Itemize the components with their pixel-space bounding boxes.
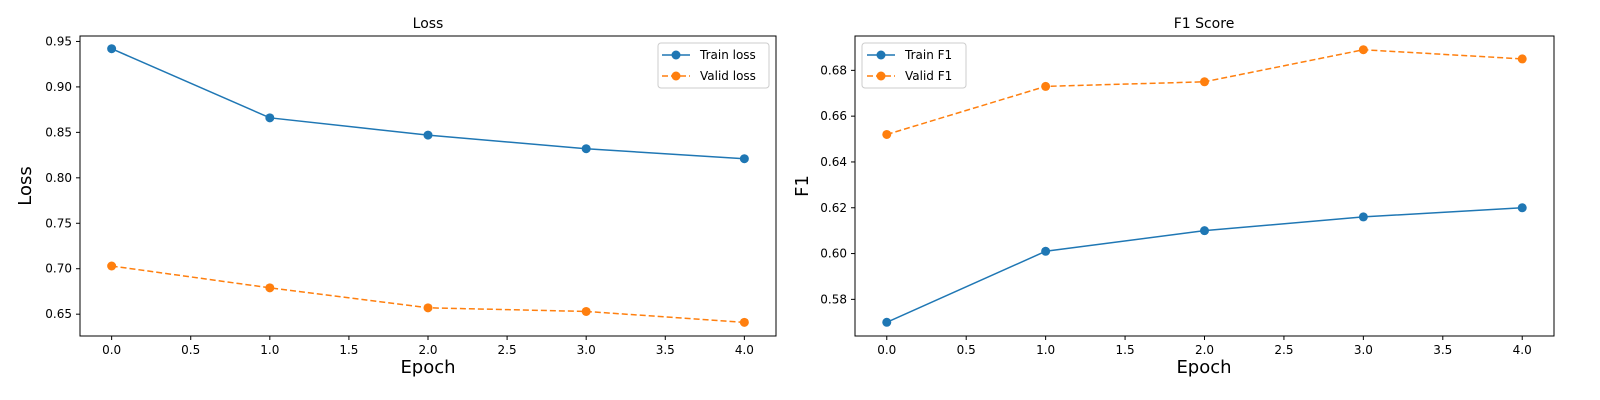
loss-chart-title: Loss — [413, 16, 444, 32]
loss-valid-point — [423, 303, 433, 313]
f1-x-tick-label: 1.0 — [1036, 343, 1055, 357]
f1-y-tick-label: 0.66 — [820, 109, 847, 123]
f1-series-layer — [882, 45, 1527, 327]
f1-x-axis-label: Epoch — [1176, 357, 1231, 378]
loss-x-tick-label: 1.0 — [260, 343, 279, 357]
loss-legend-label-train: Train loss — [699, 48, 756, 62]
f1-y-tick-label: 0.62 — [820, 201, 847, 215]
f1-valid-point — [1358, 45, 1368, 55]
loss-x-tick-label: 3.0 — [577, 343, 596, 357]
f1-train-point — [882, 317, 892, 327]
loss-train-point — [423, 130, 433, 140]
f1-x-tick-label: 1.5 — [1116, 343, 1135, 357]
loss-series-layer — [107, 44, 749, 327]
f1-legend: Train F1 Valid F1 — [861, 42, 967, 89]
f1-x-tick-label: 2.5 — [1274, 343, 1293, 357]
loss-plot-frame — [79, 35, 777, 337]
loss-train-point — [581, 144, 591, 154]
f1-y-tick-label: 0.64 — [820, 155, 847, 169]
loss-x-tick-label: 2.5 — [498, 343, 517, 357]
f1-legend-label-valid: Valid F1 — [905, 69, 952, 83]
loss-ticks: 0.0 0.5 1.0 1.5 2.0 2.5 3.0 3.5 4.0 0.65 0.70 0.75 0… — [45, 34, 754, 357]
f1-chart-title: F1 Score — [1174, 16, 1235, 32]
f1-y-tick-label: 0.60 — [820, 247, 847, 261]
loss-x-tick-label: 0.0 — [102, 343, 121, 357]
loss-legend-label-valid: Valid loss — [700, 69, 756, 83]
loss-valid-point — [581, 306, 591, 316]
f1-valid-point — [1041, 81, 1051, 91]
loss-y-tick-label: 0.95 — [45, 34, 72, 48]
loss-legend-valid-marker — [671, 71, 681, 81]
f1-x-tick-label: 2.0 — [1195, 343, 1214, 357]
loss-y-tick-label: 0.80 — [45, 171, 72, 185]
f1-chart: F1 Score Epoch F1 0.0 0.5 1.0 1.5 2.0 2.5 3.0 3… — [792, 16, 1555, 378]
f1-train-point — [1358, 212, 1368, 222]
loss-train-point — [107, 44, 117, 54]
f1-x-tick-label: 0.0 — [877, 343, 896, 357]
loss-y-axis-label: Loss — [15, 166, 36, 205]
f1-x-tick-label: 0.5 — [957, 343, 976, 357]
loss-valid-point — [265, 283, 275, 293]
loss-x-tick-label: 4.0 — [735, 343, 754, 357]
loss-valid-point — [739, 317, 749, 327]
loss-train-point — [739, 154, 749, 164]
f1-train-point — [1200, 226, 1209, 236]
f1-valid-point — [1517, 54, 1527, 64]
loss-x-tick-label: 1.5 — [339, 343, 358, 357]
f1-x-tick-label: 4.0 — [1513, 343, 1532, 357]
f1-legend-valid-marker — [876, 71, 886, 81]
loss-x-tick-label: 3.5 — [656, 343, 675, 357]
loss-x-tick-label: 0.5 — [181, 343, 200, 357]
f1-x-tick-label: 3.5 — [1433, 343, 1452, 357]
loss-y-tick-label: 0.85 — [45, 125, 72, 139]
loss-legend-train-marker — [671, 50, 681, 60]
f1-train-point — [1517, 203, 1527, 213]
loss-x-axis-label: Epoch — [400, 357, 455, 378]
f1-y-tick-label: 0.58 — [820, 292, 847, 306]
f1-y-tick-label: 0.68 — [820, 63, 847, 77]
f1-ticks: 0.0 0.5 1.0 1.5 2.0 2.5 3.0 3.5 4.0 0.58 0.60 0.62 0… — [820, 63, 1531, 357]
f1-legend-label-train: Train F1 — [904, 48, 952, 62]
loss-valid-point — [107, 261, 117, 271]
f1-legend-train-marker — [876, 50, 886, 60]
loss-legend: Train loss Valid loss — [657, 42, 770, 89]
f1-valid-point — [882, 129, 892, 139]
loss-y-tick-label: 0.65 — [45, 307, 72, 321]
f1-y-axis-label: F1 — [792, 175, 813, 197]
loss-y-tick-label: 0.90 — [45, 80, 72, 94]
f1-valid-point — [1200, 77, 1209, 87]
loss-train-point — [265, 113, 275, 123]
loss-y-tick-label: 0.75 — [45, 216, 72, 230]
loss-x-tick-label: 2.0 — [418, 343, 437, 357]
loss-chart: Loss Epoch Loss 0.0 0.5 1.0 1.5 2.0 2.5 3.0 3.5… — [15, 16, 777, 378]
f1-train-point — [1041, 246, 1051, 256]
loss-y-tick-label: 0.70 — [45, 262, 72, 276]
f1-x-tick-label: 3.0 — [1354, 343, 1373, 357]
f1-plot-frame — [854, 35, 1555, 337]
